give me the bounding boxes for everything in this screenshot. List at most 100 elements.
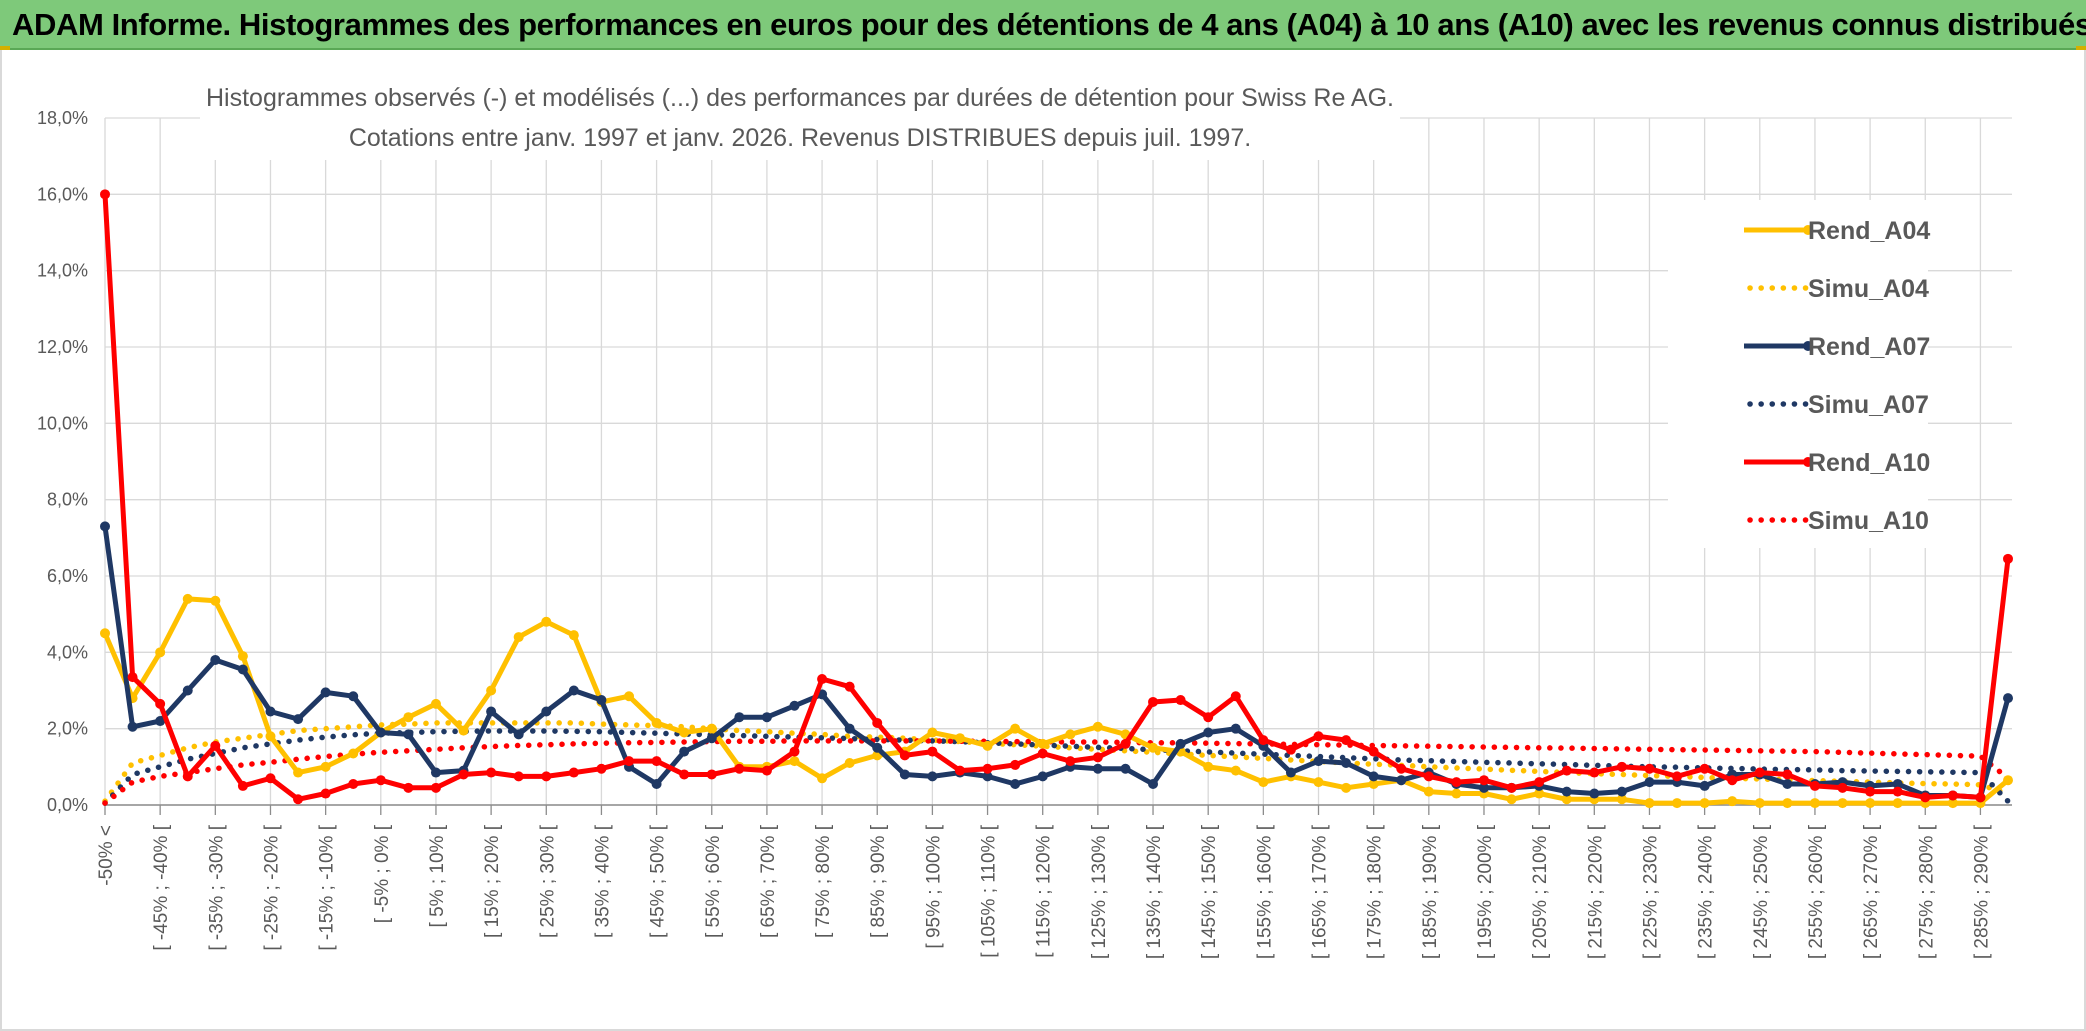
x-tick-label: [ 225% ; 230% [	[1640, 824, 1661, 959]
data-point-rend-a10	[1120, 738, 1131, 749]
data-point-rend-a10	[430, 782, 441, 793]
x-tick-label: [ -45% ; -40% [	[151, 824, 172, 950]
banner-corner-left	[0, 46, 10, 50]
data-point-rend-a10	[1809, 780, 1820, 791]
data-point-rend-a07	[706, 733, 717, 744]
data-point-rend-a10	[1230, 691, 1241, 702]
data-point-rend-a04	[1313, 777, 1324, 788]
data-point-rend-a07	[375, 727, 386, 738]
data-point-rend-a10	[624, 756, 635, 767]
legend-label-simu-a04: Simu_A04	[1808, 275, 1929, 303]
x-tick-label: [ 215% ; 220% [	[1585, 824, 1606, 959]
banner-corner-right	[2076, 46, 2086, 50]
data-point-rend-a07	[541, 706, 552, 717]
x-tick-label: [ -25% ; -20% [	[261, 824, 282, 950]
data-point-rend-a10	[237, 780, 248, 791]
data-point-rend-a04	[927, 727, 938, 738]
x-tick-label: [ 75% ; 80% [	[813, 824, 834, 938]
data-point-rend-a10	[210, 740, 221, 751]
data-point-rend-a04	[348, 748, 359, 759]
data-point-rend-a07	[596, 695, 607, 706]
data-point-rend-a07	[1616, 786, 1627, 797]
data-point-rend-a10	[1313, 731, 1324, 742]
data-point-rend-a04	[2003, 775, 2013, 786]
data-point-rend-a10	[1010, 759, 1021, 770]
legend-item-rend-a10: Rend_A10	[1744, 449, 1930, 477]
data-point-rend-a07	[1203, 727, 1214, 738]
data-point-rend-a07	[155, 716, 166, 727]
data-point-rend-a07	[872, 742, 883, 753]
data-point-rend-a04	[1534, 788, 1545, 799]
x-tick-label: [ 265% ; 270% [	[1861, 824, 1882, 959]
data-point-rend-a10	[954, 765, 965, 776]
data-point-rend-a10	[1892, 786, 1903, 797]
data-point-rend-a10	[596, 763, 607, 774]
y-tick-label: 8,0%	[47, 490, 88, 510]
y-tick-label: 0,0%	[47, 795, 88, 815]
data-point-rend-a10	[679, 769, 690, 780]
data-point-rend-a04	[1947, 798, 1958, 809]
legend-label-simu-a07: Simu_A07	[1808, 391, 1929, 419]
x-tick-label: [ 85% ; 90% [	[868, 824, 889, 938]
data-point-rend-a04	[155, 647, 166, 658]
data-point-rend-a07	[348, 691, 359, 702]
data-point-rend-a07	[899, 769, 910, 780]
grid	[104, 117, 2012, 806]
x-tick-label: [ -15% ; -10% [	[317, 824, 338, 950]
legend-label-simu-a10: Simu_A10	[1808, 507, 1929, 535]
legend-item-rend-a04: Rend_A04	[1744, 217, 1930, 245]
y-tick-label: 4,0%	[47, 642, 88, 662]
data-point-rend-a07	[2003, 693, 2013, 704]
data-point-rend-a04	[1561, 794, 1572, 805]
data-point-rend-a04	[1754, 798, 1765, 809]
y-tick-label: 18,0%	[37, 108, 88, 128]
data-point-rend-a04	[1010, 723, 1021, 734]
data-point-rend-a04	[1506, 794, 1517, 805]
data-point-rend-a10	[1258, 735, 1269, 746]
data-point-rend-a07	[734, 712, 745, 723]
data-point-rend-a10	[1396, 763, 1407, 774]
data-point-rend-a07	[1175, 738, 1186, 749]
x-tick-label: [ 255% ; 260% [	[1806, 824, 1827, 959]
x-tick-label: [ 235% ; 240% [	[1696, 824, 1717, 959]
legend-item-simu-a07: Simu_A07	[1747, 391, 1929, 419]
data-point-rend-a04	[789, 756, 800, 767]
data-point-rend-a10	[1506, 782, 1517, 793]
data-point-rend-a04	[844, 758, 855, 769]
data-point-rend-a10	[458, 769, 469, 780]
data-point-rend-a07	[1699, 780, 1710, 791]
data-point-rend-a10	[1534, 777, 1545, 788]
data-point-rend-a07	[1478, 782, 1489, 793]
data-point-rend-a10	[789, 746, 800, 757]
data-point-rend-a04	[1727, 796, 1738, 807]
data-point-rend-a10	[1975, 792, 1986, 803]
data-point-rend-a07	[844, 723, 855, 734]
data-point-rend-a04	[982, 740, 993, 751]
x-tick-label: [ -5% ; 0% [	[372, 824, 393, 923]
data-point-rend-a10	[872, 717, 883, 728]
x-tick-label: [ 155% ; 160% [	[1254, 824, 1275, 959]
data-point-rend-a07	[210, 654, 221, 665]
x-tick-label: [ 135% ; 140% [	[1144, 824, 1165, 959]
data-point-rend-a07	[1561, 786, 1572, 797]
data-point-rend-a10	[1037, 748, 1048, 759]
data-point-rend-a04	[182, 593, 193, 604]
data-point-rend-a10	[2003, 553, 2013, 564]
data-point-rend-a04	[1672, 798, 1683, 809]
data-point-rend-a10	[486, 767, 497, 778]
data-point-rend-a04	[265, 731, 276, 742]
data-point-rend-a07	[1782, 779, 1793, 790]
data-point-rend-a07	[1285, 767, 1296, 778]
data-point-rend-a04	[100, 628, 110, 639]
legend-label-rend-a07: Rend_A07	[1808, 333, 1930, 361]
data-point-rend-a04	[568, 630, 579, 641]
data-point-rend-a04	[1809, 798, 1820, 809]
data-point-rend-a07	[1037, 771, 1048, 782]
data-point-rend-a04	[513, 632, 524, 643]
data-point-rend-a07	[430, 767, 441, 778]
data-point-rend-a07	[1396, 775, 1407, 786]
y-tick-label: 6,0%	[47, 566, 88, 586]
data-point-rend-a07	[127, 721, 138, 732]
data-point-rend-a04	[1341, 782, 1352, 793]
data-point-rend-a10	[1589, 767, 1600, 778]
